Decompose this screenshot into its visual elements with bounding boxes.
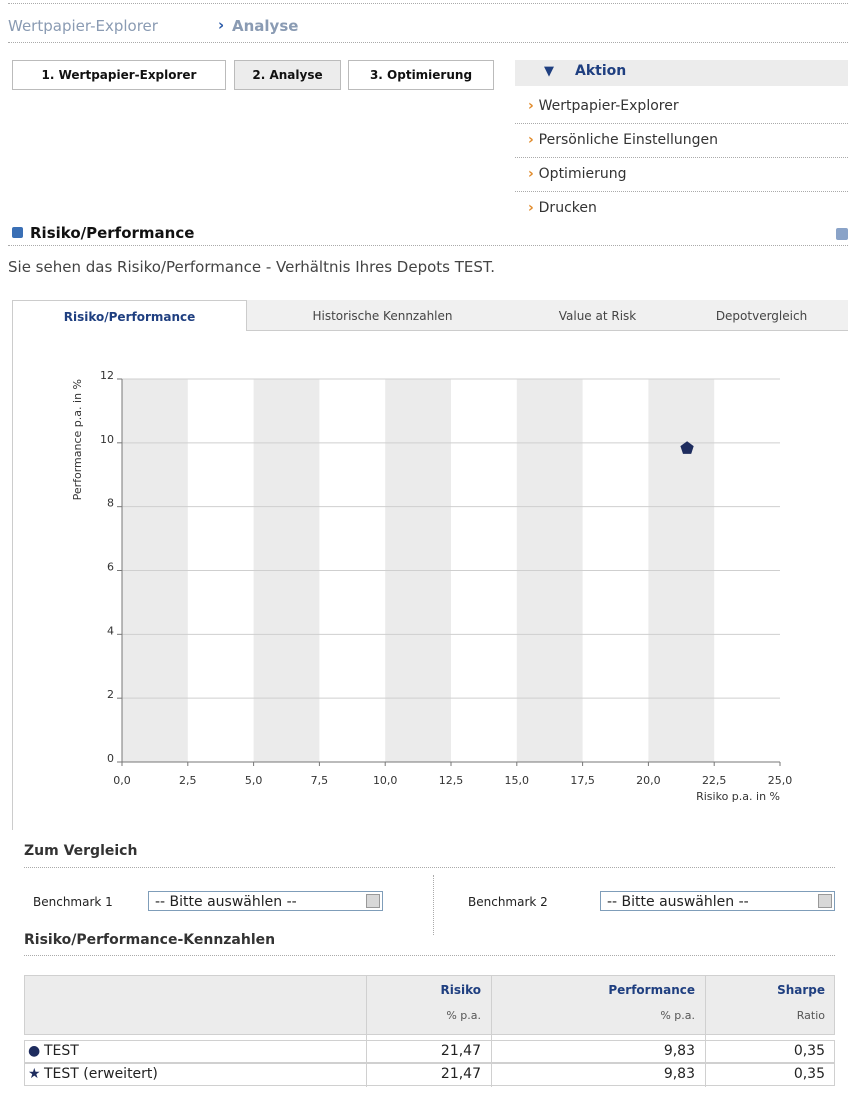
aktion-title: Aktion — [575, 63, 627, 79]
step-button[interactable]: 1. Wertpapier-Explorer — [12, 60, 226, 90]
benchmark-label: Benchmark 1 — [33, 895, 113, 909]
tab-panel — [12, 330, 848, 830]
tab[interactable]: Risiko/Performance — [12, 300, 247, 331]
rule — [24, 867, 835, 868]
row-value: 9,83 — [663, 1066, 695, 1082]
select-arrow — [818, 894, 832, 908]
row-value: 9,83 — [663, 1043, 695, 1059]
subsection-title: Risiko/Performance-Kennzahlen — [24, 932, 276, 948]
column-unit: % p.a. — [660, 1009, 695, 1022]
section-title: Risiko/Performance — [30, 224, 195, 242]
column-title: Sharpe — [777, 983, 825, 997]
row-icon: ● — [28, 1043, 41, 1059]
tab[interactable]: Historische Kennzahlen — [312, 309, 453, 323]
table-row — [24, 1040, 835, 1063]
column-title: Risiko — [440, 983, 481, 997]
rule — [8, 42, 848, 43]
row-value: 0,35 — [793, 1066, 825, 1082]
column-separator — [491, 975, 492, 1087]
separator — [433, 875, 434, 935]
rule — [515, 157, 848, 158]
row-value: 21,47 — [440, 1043, 481, 1059]
aktion-item[interactable]: Wertpapier-Explorer — [528, 98, 679, 114]
aktion-arrow: ▼ — [544, 64, 554, 79]
rule — [8, 245, 848, 246]
step-button[interactable]: 3. Optimierung — [348, 60, 494, 90]
aktion-item[interactable]: Drucken — [528, 200, 597, 216]
subsection-title: Zum Vergleich — [24, 843, 138, 859]
help-icon[interactable] — [836, 228, 848, 240]
column-separator — [366, 975, 367, 1087]
table: Risiko % p.a. Performance % p.a. Sharpe Ratio… — [24, 975, 835, 1087]
step-button[interactable]: 2. Analyse — [234, 60, 341, 90]
table-row — [24, 1063, 835, 1086]
rule — [515, 123, 848, 124]
row-value: 21,47 — [440, 1066, 481, 1082]
select-text: -- Bitte auswählen -- — [155, 894, 297, 910]
select-arrow — [366, 894, 380, 908]
row-icon: ★ — [28, 1066, 41, 1082]
tab[interactable]: Value at Risk — [558, 309, 637, 323]
row-value: 0,35 — [793, 1043, 825, 1059]
column-title: Performance — [608, 983, 695, 997]
tab-strip — [245, 300, 848, 331]
tab[interactable]: Depotvergleich — [715, 309, 808, 323]
aktion-item[interactable]: Optimierung — [528, 166, 627, 182]
benchmark-select[interactable]: -- Bitte auswählen -- — [600, 891, 835, 911]
table-header-bg — [24, 975, 835, 1035]
column-separator — [705, 975, 706, 1087]
breadcrumb-item: Analyse — [232, 17, 299, 35]
rule — [8, 3, 848, 4]
rule — [24, 955, 835, 956]
select-text: -- Bitte auswählen -- — [607, 894, 749, 910]
row-name: TEST (erweitert) — [44, 1066, 158, 1082]
column-unit: % p.a. — [446, 1009, 481, 1022]
row-name: TEST — [44, 1043, 79, 1059]
rule — [515, 191, 848, 192]
aktion-header[interactable] — [515, 60, 848, 86]
breadcrumb-item[interactable]: Wertpapier-Explorer — [8, 17, 158, 35]
aktion-item[interactable]: Persönliche Einstellungen — [528, 132, 718, 148]
section-description: Sie sehen das Risiko/Performance - Verhä… — [8, 258, 496, 276]
benchmark-label: Benchmark 2 — [468, 895, 548, 909]
breadcrumb-separator: › — [218, 16, 225, 34]
benchmark-select[interactable]: -- Bitte auswählen -- — [148, 891, 383, 911]
column-unit: Ratio — [796, 1009, 825, 1022]
section-icon — [12, 227, 23, 238]
